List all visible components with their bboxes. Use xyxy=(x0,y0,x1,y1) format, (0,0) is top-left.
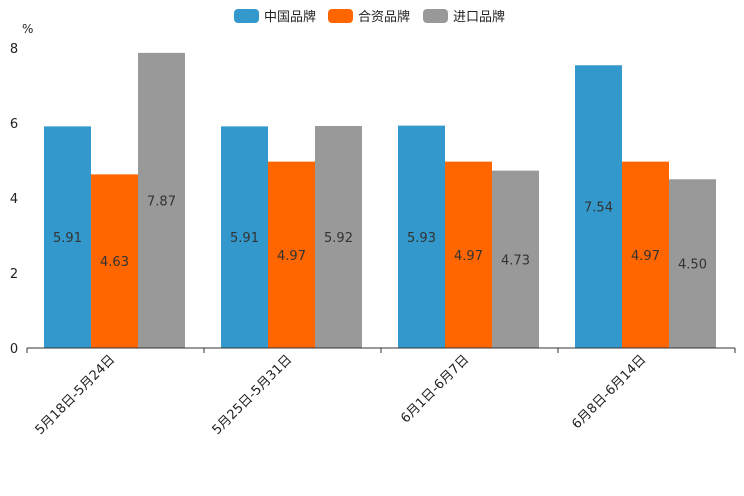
legend-swatch xyxy=(328,9,353,23)
y-tick-label: 8 xyxy=(10,42,18,57)
legend-label: 合资品牌 xyxy=(358,9,410,25)
y-tick-label: 0 xyxy=(10,342,18,357)
y-tick-label: 6 xyxy=(10,117,18,132)
data-label: 4.50 xyxy=(678,258,707,273)
bar xyxy=(492,170,539,348)
bar xyxy=(445,161,492,348)
x-tick-label: 6月1日-6月7日 xyxy=(398,352,472,426)
bar xyxy=(221,126,268,348)
bar xyxy=(44,126,91,348)
x-axis: 5月18日-5月24日 5月25日-5月31日 6月1日-6月7日 6月8日-6月14… xyxy=(26,348,736,438)
legend: 中国品牌 合资品牌 进口品牌 xyxy=(234,9,505,25)
data-label: 5.91 xyxy=(230,231,259,246)
data-label: 5.91 xyxy=(53,231,82,246)
data-label: 5.93 xyxy=(407,231,436,246)
data-label: 4.97 xyxy=(631,249,660,264)
data-label: 7.54 xyxy=(584,201,613,216)
bar xyxy=(575,65,622,348)
data-label: 4.63 xyxy=(100,255,129,270)
legend-label: 进口品牌 xyxy=(453,9,505,25)
legend-label: 中国品牌 xyxy=(264,9,316,25)
bar xyxy=(268,161,315,348)
data-labels: 5.91 4.63 7.87 5.91 4.97 5.92 5.93 4.97 4.73 7.54… xyxy=(53,194,707,272)
legend-swatch xyxy=(234,9,259,23)
x-tick-label: 5月25日-5月31日 xyxy=(210,352,296,438)
y-axis: 0 2 4 6 8 xyxy=(10,42,18,357)
legend-swatch xyxy=(423,9,448,23)
bar xyxy=(622,161,669,348)
data-label: 4.97 xyxy=(277,249,306,264)
bar xyxy=(398,125,445,348)
bar xyxy=(138,52,185,348)
y-tick-label: 2 xyxy=(10,267,18,282)
x-tick-label: 6月8日-6月14日 xyxy=(569,352,649,432)
y-tick-label: 4 xyxy=(10,192,18,207)
bar xyxy=(315,126,362,348)
y-axis-unit-label: % xyxy=(22,22,33,36)
data-label: 7.87 xyxy=(147,194,176,209)
bar xyxy=(669,179,716,348)
data-label: 4.73 xyxy=(501,253,530,268)
data-label: 4.97 xyxy=(454,249,483,264)
bars xyxy=(44,52,716,348)
bar xyxy=(91,174,138,348)
x-tick-label: 5月18日-5月24日 xyxy=(33,352,119,438)
data-label: 5.92 xyxy=(324,231,353,246)
